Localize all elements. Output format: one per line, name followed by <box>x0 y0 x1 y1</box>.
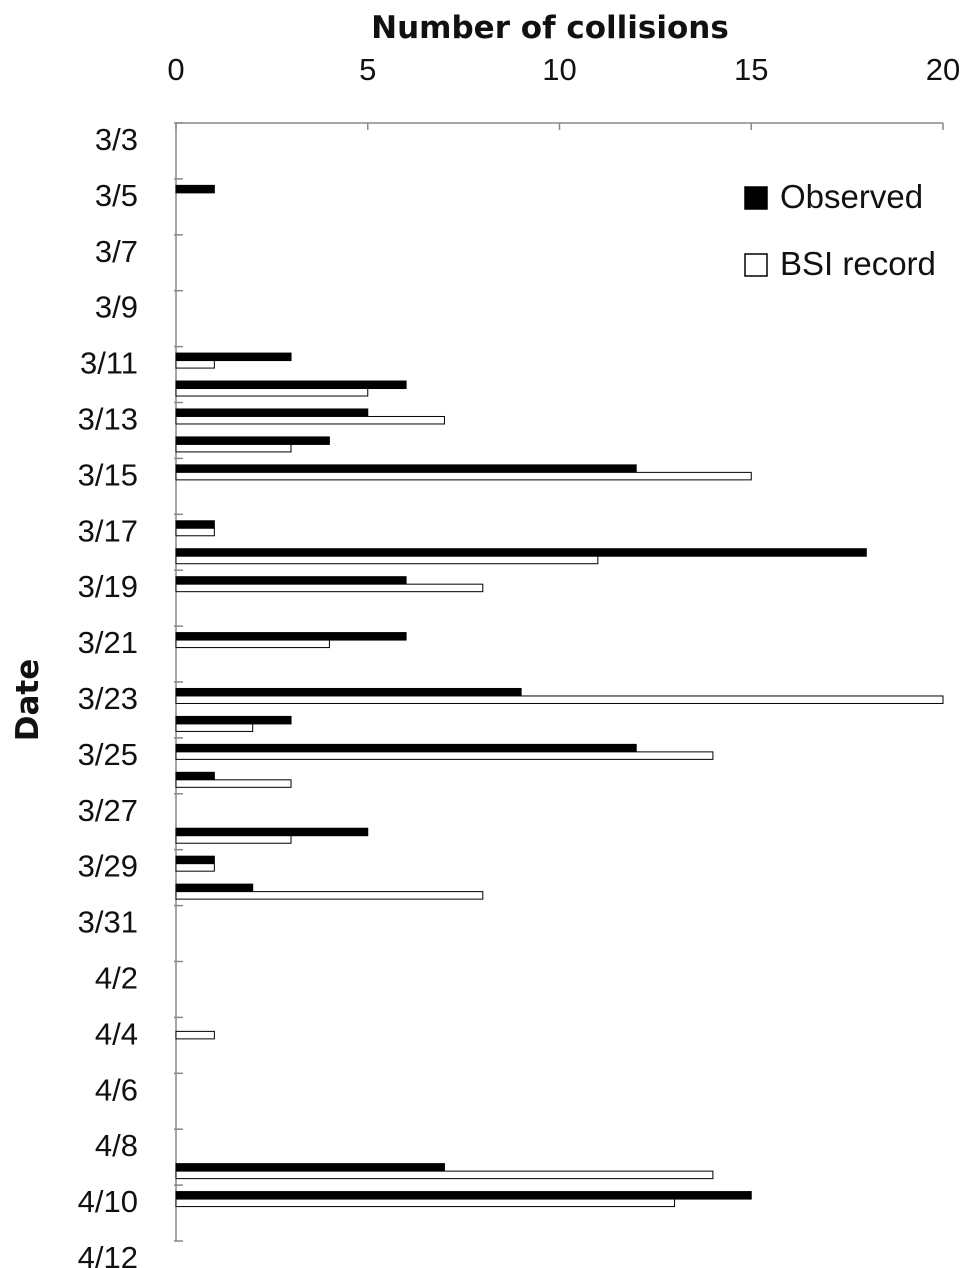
bar-bsi-record <box>175 415 445 425</box>
y-tick-label: 3/7 <box>95 234 138 269</box>
x-axis-title: Number of collisions <box>371 10 729 46</box>
bar-observed <box>175 743 637 753</box>
legend-swatch-observed <box>744 186 768 210</box>
bar-observed <box>175 520 215 529</box>
bar-bsi-record <box>175 1170 714 1180</box>
y-tick-label: 4/4 <box>95 1016 138 1051</box>
bar-bsi-record <box>175 527 215 537</box>
bar-observed <box>175 408 369 417</box>
y-tick-label: 3/27 <box>78 793 138 828</box>
legend-label-bsi-record: BSI record <box>780 245 936 282</box>
y-tick-label: 4/12 <box>78 1240 138 1268</box>
bar-observed <box>175 464 637 473</box>
x-tick-label: 0 <box>167 52 184 87</box>
bar-bsi-record <box>175 723 254 732</box>
bar-observed <box>175 1163 445 1172</box>
legend-swatch-bsi-record <box>744 253 768 277</box>
bar-bsi-record <box>175 443 292 453</box>
y-axis-title: Date <box>10 659 46 742</box>
y-tick-label: 3/15 <box>78 457 138 492</box>
y-tick-label: 4/8 <box>95 1128 138 1163</box>
y-tick-label: 3/19 <box>78 569 138 604</box>
bar-bsi-record <box>175 555 599 565</box>
bar-bsi-record <box>175 891 484 900</box>
y-tick-label: 4/6 <box>95 1072 138 1107</box>
x-tick-label: 5 <box>359 52 376 87</box>
y-tick-labels: 3/3 3/5 3/7 3/9 3/11 3/13 3/15 3/17 3/19 3/21 3/23… <box>78 122 138 1268</box>
bar-bsi-record <box>175 1030 215 1040</box>
legend-label-observed: Observed <box>780 178 923 215</box>
y-tick-label: 3/21 <box>78 625 138 660</box>
bar-observed <box>175 632 407 641</box>
bar-observed <box>175 576 407 585</box>
bar-bsi-record <box>175 639 330 649</box>
bar-observed <box>175 827 369 837</box>
bar-bsi-record <box>175 695 944 704</box>
y-tick-label: 3/25 <box>78 737 138 772</box>
bar-observed <box>175 687 522 697</box>
bar-bsi-record <box>175 360 215 369</box>
y-tick-label: 3/29 <box>78 849 138 884</box>
bar-observed <box>175 548 867 557</box>
y-tick-label: 4/2 <box>95 961 138 996</box>
bar-bsi-record <box>175 388 369 397</box>
bar-observed <box>175 352 292 362</box>
bar-bsi-record <box>175 835 292 844</box>
x-tick-label: 20 <box>926 52 960 87</box>
bar-observed <box>175 436 330 445</box>
y-tick-label: 3/23 <box>78 681 138 716</box>
y-tick-label: 3/5 <box>95 178 138 213</box>
bar-observed <box>175 380 407 390</box>
bar-observed <box>175 771 215 781</box>
x-tick-label: 15 <box>734 52 768 87</box>
bar-bsi-record <box>175 751 714 760</box>
y-tick-label: 4/10 <box>78 1184 138 1219</box>
bar-bsi-record <box>175 583 484 593</box>
bar-observed <box>175 184 215 194</box>
bar-bsi-record <box>175 863 215 872</box>
bars <box>175 184 944 1208</box>
bar-bsi-record <box>175 1198 676 1208</box>
axes <box>174 122 944 1242</box>
bar-bsi-record <box>175 779 292 788</box>
bar-observed <box>175 715 292 725</box>
bar-observed <box>175 1191 752 1200</box>
y-tick-label: 3/13 <box>78 402 138 437</box>
bar-observed <box>175 883 254 893</box>
y-tick-label: 3/31 <box>78 905 138 940</box>
x-tick-labels: 0 5 10 15 20 <box>167 52 960 87</box>
x-tick-label: 10 <box>542 52 576 87</box>
bar-observed <box>175 855 215 865</box>
y-tick-label: 3/9 <box>95 290 138 325</box>
y-tick-label: 3/3 <box>95 122 138 157</box>
legend: Observed BSI record <box>744 178 936 282</box>
bar-bsi-record <box>175 471 752 481</box>
y-tick-label: 3/17 <box>78 513 138 548</box>
y-tick-label: 3/11 <box>80 346 138 381</box>
